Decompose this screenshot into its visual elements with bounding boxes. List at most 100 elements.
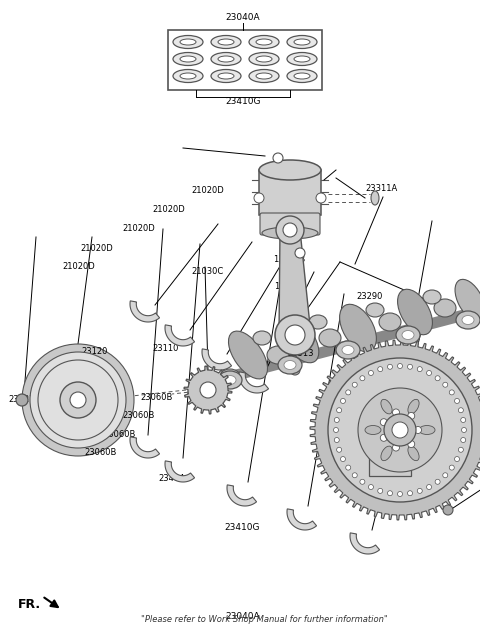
Ellipse shape [294,39,310,45]
Ellipse shape [283,223,297,237]
Ellipse shape [180,73,196,79]
Ellipse shape [360,376,365,381]
Ellipse shape [319,329,341,347]
Ellipse shape [30,352,126,448]
Ellipse shape [173,36,203,48]
Text: 23060B: 23060B [103,430,135,439]
Ellipse shape [287,70,317,82]
Ellipse shape [380,418,387,425]
Text: 23412: 23412 [336,436,362,445]
Ellipse shape [435,376,440,381]
Ellipse shape [456,311,480,329]
Ellipse shape [256,39,272,45]
Text: 23040A: 23040A [226,13,260,22]
Ellipse shape [22,344,134,456]
Ellipse shape [340,456,346,462]
Ellipse shape [427,484,432,489]
Polygon shape [130,301,159,322]
Ellipse shape [276,216,304,244]
Text: 23060B: 23060B [122,411,155,420]
Ellipse shape [336,447,342,452]
Ellipse shape [381,446,392,461]
Ellipse shape [218,39,234,45]
Ellipse shape [402,330,414,339]
Polygon shape [350,533,380,554]
Ellipse shape [455,456,459,462]
Ellipse shape [219,369,241,387]
Bar [259,170,321,215]
Ellipse shape [369,484,373,489]
Ellipse shape [273,153,283,163]
Ellipse shape [434,299,456,317]
Ellipse shape [408,446,419,461]
Ellipse shape [366,303,384,317]
Ellipse shape [408,399,419,414]
Text: 23060B: 23060B [140,393,172,402]
Ellipse shape [287,36,317,48]
Ellipse shape [387,491,393,496]
Ellipse shape [254,193,264,203]
Ellipse shape [392,422,408,438]
Ellipse shape [211,53,241,65]
Ellipse shape [455,398,459,403]
Ellipse shape [423,290,441,304]
Text: 21020D: 21020D [62,262,95,271]
Ellipse shape [435,479,440,484]
Ellipse shape [340,398,346,403]
Polygon shape [165,461,194,482]
FancyBboxPatch shape [369,444,411,476]
Bar [168,30,322,90]
Ellipse shape [285,325,305,345]
Ellipse shape [228,331,267,379]
Ellipse shape [380,434,387,441]
Ellipse shape [443,382,448,387]
Ellipse shape [173,70,203,82]
Ellipse shape [397,363,403,368]
Ellipse shape [461,437,466,443]
Polygon shape [202,349,231,370]
Ellipse shape [379,313,401,331]
Ellipse shape [415,427,421,434]
Ellipse shape [358,388,442,472]
Ellipse shape [371,191,379,205]
Ellipse shape [309,315,327,329]
Ellipse shape [397,289,432,335]
Ellipse shape [461,417,466,422]
FancyBboxPatch shape [260,213,320,235]
Text: 21020D: 21020D [153,205,185,214]
Ellipse shape [70,392,86,408]
Ellipse shape [218,56,234,62]
Ellipse shape [352,473,357,478]
Ellipse shape [218,73,234,79]
Ellipse shape [211,70,241,82]
Text: 23127B: 23127B [9,395,41,404]
Ellipse shape [352,382,357,387]
Ellipse shape [396,326,420,344]
Ellipse shape [378,366,383,372]
Ellipse shape [417,488,422,493]
Ellipse shape [211,36,241,48]
Polygon shape [239,372,269,393]
Ellipse shape [408,491,412,496]
Polygon shape [287,509,317,530]
Ellipse shape [346,465,351,470]
Ellipse shape [249,36,279,48]
Ellipse shape [284,361,296,370]
Ellipse shape [294,73,310,79]
Ellipse shape [427,370,432,375]
Text: 23120: 23120 [82,347,108,356]
Ellipse shape [256,56,272,62]
Ellipse shape [180,56,196,62]
Ellipse shape [384,414,416,446]
Ellipse shape [408,413,415,420]
Ellipse shape [253,331,271,345]
Ellipse shape [281,317,319,363]
Ellipse shape [60,382,96,418]
Text: 23410G: 23410G [225,523,260,532]
Ellipse shape [360,479,365,484]
Ellipse shape [295,248,305,258]
Ellipse shape [16,394,28,406]
Ellipse shape [334,427,338,432]
Ellipse shape [378,488,383,493]
Ellipse shape [336,408,342,413]
